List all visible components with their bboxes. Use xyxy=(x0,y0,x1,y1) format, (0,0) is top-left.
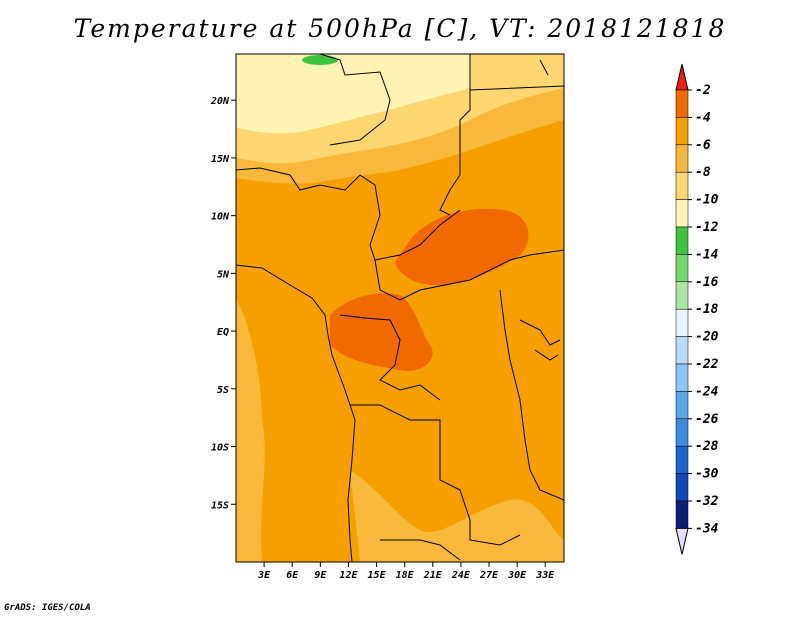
border-central-2 xyxy=(374,249,564,301)
chart-title: Temperature at 500hPa [C], VT: 201812181… xyxy=(73,14,727,43)
colorbar-label: -16 xyxy=(695,275,719,290)
colorbar-label: -26 xyxy=(695,412,719,427)
x-tick-label: 21E xyxy=(423,570,443,581)
colorbar-label: -28 xyxy=(695,439,719,454)
y-tick-label: 15N xyxy=(211,154,230,165)
border-central-1 xyxy=(369,209,461,261)
colorbar-label: -34 xyxy=(695,521,719,536)
colorbar-segment xyxy=(675,418,689,447)
border-algeria-libya xyxy=(319,54,391,146)
field-cool-south xyxy=(350,470,564,562)
x-tick-label: 27E xyxy=(479,570,499,581)
colorbar-top-arrow xyxy=(675,63,689,91)
colorbar-label: -10 xyxy=(695,193,719,208)
colorbar-segment xyxy=(675,281,689,310)
x-tick-label: 30E xyxy=(507,570,527,581)
colorbar-segment xyxy=(675,199,689,228)
field-colder-north xyxy=(236,54,470,134)
colorbar-segment xyxy=(675,226,689,255)
y-tick-label: 15S xyxy=(211,500,229,511)
map-frame xyxy=(235,53,565,563)
colorbar-label: -2 xyxy=(695,83,711,98)
colorbar-label: -12 xyxy=(695,220,719,235)
border-angola xyxy=(350,404,521,546)
y-tick-label: 20N xyxy=(210,96,230,107)
border-sahel xyxy=(236,167,381,216)
x-tick-label: 33E xyxy=(535,570,555,581)
y-tick-label: 5N xyxy=(217,269,230,280)
y-tick-label: 10N xyxy=(211,212,230,223)
colorbar-label: -18 xyxy=(695,302,719,317)
colorbar-label: -14 xyxy=(695,247,719,262)
y-tick-label: 10S xyxy=(211,443,229,454)
x-tick-label: 24E xyxy=(451,570,471,581)
coastline-west xyxy=(236,264,356,562)
y-axis: 20N 15N 10N 5N EQ 5S 10S 15S xyxy=(210,96,236,511)
credit-text: GrADS: IGES/COLA xyxy=(4,603,91,613)
colorbar-label: -22 xyxy=(695,357,719,372)
x-tick-label: 6E xyxy=(286,570,299,581)
colorbar: -2 -4 -6 -8 -10 -12 -14 -16 -18 -20 -22 -24 -26 -28 -3… xyxy=(675,63,719,555)
colorbar-label: -30 xyxy=(695,467,719,482)
y-tick-label: EQ xyxy=(217,327,229,338)
colorbar-segment xyxy=(675,117,689,146)
colorbar-segment xyxy=(675,89,689,118)
border-south xyxy=(380,539,461,561)
field-layer xyxy=(236,54,564,562)
border-drc-east xyxy=(499,289,564,501)
colorbar-segment xyxy=(675,171,689,200)
colorbar-bottom-arrow xyxy=(675,527,689,555)
x-tick-label: 3E xyxy=(257,570,271,581)
field-cool-west xyxy=(236,300,265,562)
colorbar-segment xyxy=(675,391,689,420)
border-nile xyxy=(469,59,564,91)
colorbar-label: -6 xyxy=(695,138,711,153)
x-tick-label: 15E xyxy=(368,570,387,581)
colorbar-label: -4 xyxy=(695,110,711,125)
colorbar-segment xyxy=(675,336,689,365)
y-tick-label: 5S xyxy=(217,385,229,396)
colorbar-segment xyxy=(675,445,689,474)
border-niger-chad xyxy=(439,54,471,216)
colorbar-segment xyxy=(675,144,689,173)
field-warm-core-1 xyxy=(395,208,529,286)
border-congo xyxy=(339,314,441,401)
field-green-spot xyxy=(302,55,338,65)
colorbar-segment xyxy=(675,500,689,529)
colorbar-label: -8 xyxy=(695,165,711,180)
colorbar-segment xyxy=(675,254,689,283)
colorbar-segment xyxy=(675,473,689,502)
colorbar-label: -20 xyxy=(695,330,719,345)
colorbar-segment xyxy=(675,308,689,337)
x-axis: 3E 6E 9E 12E 15E 18E 21E 24E 27E 30E 33E xyxy=(257,562,555,581)
colorbar-segment xyxy=(675,363,689,392)
x-tick-label: 9E xyxy=(314,570,327,581)
border-lakes xyxy=(519,319,561,361)
field-warm-core-2 xyxy=(330,293,433,371)
x-tick-label: 18E xyxy=(396,570,415,581)
x-tick-label: 12E xyxy=(339,570,358,581)
colorbar-label: -32 xyxy=(695,494,719,509)
borders-layer xyxy=(236,54,564,562)
colorbar-label: -24 xyxy=(695,384,719,399)
